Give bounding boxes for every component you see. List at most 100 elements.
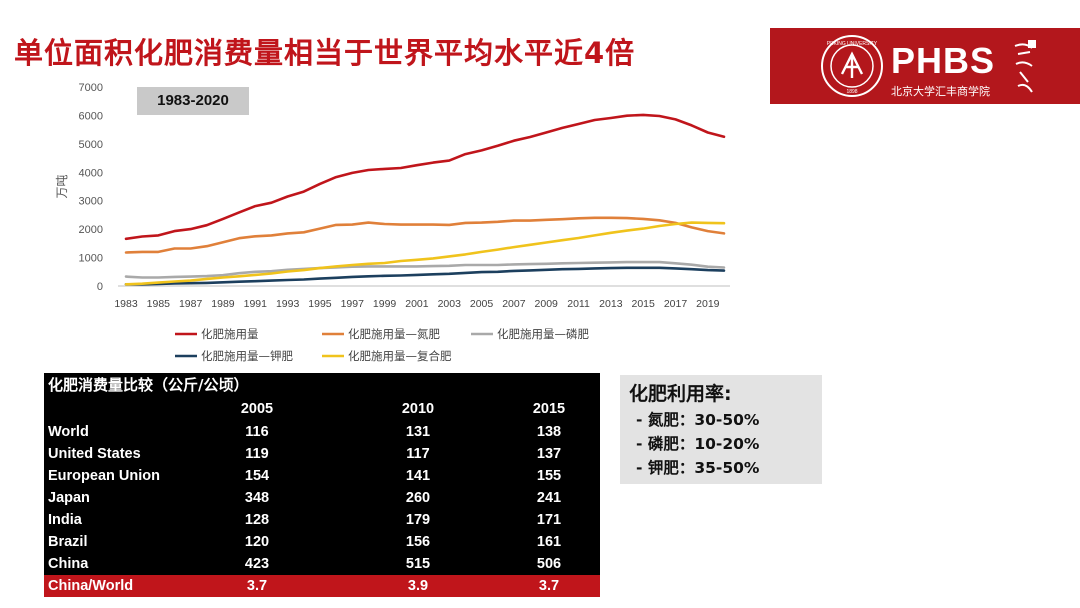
table-cell: 515 (405, 556, 431, 572)
table-header-cell: 2015 (532, 401, 566, 417)
table-cell: 241 (536, 490, 562, 506)
page-title: 单位面积化肥消费量相当于世界平均水平近4倍 (14, 36, 636, 70)
table-cell: 116 (245, 424, 269, 440)
table-row: European Union 154 141 155 (44, 465, 600, 487)
series-line-4 (124, 221, 726, 286)
table-caption: 化肥消费量比较（公斤/公顷） (48, 376, 249, 394)
table-cell: 3.7 (538, 578, 560, 594)
y-tick-label: 5000 (79, 139, 103, 151)
x-tick-label: 1989 (211, 298, 235, 310)
legend-label: 化肥施用量 (201, 327, 259, 341)
table-cell: 260 (405, 490, 431, 506)
x-tick-label: 2011 (567, 298, 590, 310)
brand-banner: PEKING UNIVERSITY 1898 PHBS 北京大学汇丰商学院 (770, 28, 1080, 104)
table-cell: 156 (405, 534, 431, 550)
table-cell: 348 (244, 490, 270, 506)
x-tick-label: 2005 (470, 298, 494, 310)
table-row: Japan 348 260 241 (44, 487, 600, 509)
table-cell: 179 (405, 512, 431, 528)
period-badge: 1983-2020 (137, 87, 249, 115)
table-cell: 506 (536, 556, 562, 572)
rate-item-potash: - 钾肥：35-50% (636, 459, 760, 477)
legend-label: 化肥施用量—钾肥 (201, 349, 293, 363)
table-cell: 423 (244, 556, 270, 572)
x-tick-label: 1993 (276, 298, 300, 310)
table-cell: 154 (244, 468, 270, 484)
table-row: China 423 515 506 (44, 553, 600, 575)
svg-text:1898: 1898 (846, 89, 857, 95)
table-cell: 161 (536, 534, 562, 550)
x-tick-label: 2003 (438, 298, 462, 310)
brand-subtitle: 北京大学汇丰商学院 (891, 85, 990, 98)
x-tick-label: 2001 (405, 298, 429, 310)
row-label: Brazil (48, 534, 88, 550)
row-label: European Union (48, 468, 160, 484)
calligraphy-icon (1014, 40, 1036, 93)
x-tick-label: 2013 (599, 298, 623, 310)
x-tick-label: 2009 (535, 298, 559, 310)
row-label: India (48, 512, 82, 528)
x-tick-label: 2017 (664, 298, 688, 310)
series-line-1 (124, 216, 726, 254)
y-tick-label: 1000 (79, 253, 103, 265)
table-cell: 141 (405, 468, 431, 484)
svg-text:PEKING UNIVERSITY: PEKING UNIVERSITY (827, 41, 878, 47)
series-line-3 (124, 266, 726, 286)
y-tick-label: 7000 (79, 82, 103, 94)
row-label: China/World (48, 578, 134, 594)
x-tick-label: 1991 (244, 298, 268, 310)
legend-label: 化肥施用量—复合肥 (348, 349, 452, 363)
x-tick-label: 1983 (114, 298, 138, 310)
table-header-cell: 2005 (240, 401, 274, 417)
series-line-2 (124, 260, 726, 279)
row-label: Japan (48, 490, 90, 506)
x-tick-label: 1987 (179, 298, 203, 310)
row-label: World (48, 424, 89, 440)
y-tick-label: 0 (97, 281, 103, 293)
table-cell: 155 (536, 468, 562, 484)
table-cell: 3.9 (407, 578, 429, 594)
x-tick-label: 1995 (308, 298, 332, 310)
table-header-cell: 2010 (401, 401, 435, 417)
table-row: Brazil 120 156 161 (44, 531, 600, 553)
y-tick-label: 6000 (79, 110, 103, 122)
university-seal-icon: PEKING UNIVERSITY 1898 (821, 35, 883, 97)
table-cell: 128 (244, 512, 270, 528)
y-tick-label: 3000 (79, 196, 103, 208)
table-cell: 137 (536, 446, 562, 462)
brand-logo-text: PHBS (891, 40, 996, 81)
series-line-0 (124, 113, 726, 241)
legend-label: 化肥施用量—磷肥 (497, 327, 589, 341)
utilization-rate-box: 化肥利用率: - 氮肥：30-50% - 磷肥：10-20% - 钾肥：35-5… (620, 375, 822, 484)
fertilizer-line-chart: 0 1000 2000 3000 4000 5000 6000 7000 1983 1985 198… (55, 82, 730, 363)
table-row: United States 119 117 137 (44, 443, 600, 465)
table-header-row: 2005 2010 2015 (44, 398, 600, 420)
x-tick-label: 1997 (341, 298, 365, 310)
y-tick-label: 2000 (79, 224, 103, 236)
rate-item-phosphate: - 磷肥：10-20% (636, 435, 760, 453)
title-bar (0, 26, 770, 76)
x-tick-label: 2015 (632, 298, 656, 310)
x-tick-label: 1999 (373, 298, 397, 310)
x-tick-label: 1985 (147, 298, 171, 310)
table-cell: 120 (244, 534, 270, 550)
row-label: China (48, 556, 89, 572)
legend-label: 化肥施用量—氮肥 (348, 327, 440, 341)
table-row-highlight: China/World 3.7 3.9 3.7 (44, 575, 600, 597)
table-row: World 116 131 138 (44, 421, 600, 443)
row-label: United States (48, 446, 141, 462)
y-tick-label: 4000 (79, 167, 103, 179)
rate-title: 化肥利用率: (629, 383, 732, 405)
table-cell: 117 (406, 446, 430, 462)
table-cell: 131 (405, 424, 431, 440)
x-tick-label: 2007 (502, 298, 526, 310)
table-cell: 3.7 (246, 578, 268, 594)
rate-item-nitrogen: - 氮肥：30-50% (636, 411, 760, 429)
y-axis-label: 万吨 (55, 174, 69, 198)
table-cell: 119 (245, 446, 269, 462)
x-tick-label: 2019 (696, 298, 720, 310)
table-row: India 128 179 171 (44, 509, 600, 531)
table-cell: 138 (536, 424, 562, 440)
consumption-table: 化肥消费量比较（公斤/公顷） 2005 2010 2015 World 116 … (44, 373, 600, 597)
table-cell: 171 (536, 512, 562, 528)
